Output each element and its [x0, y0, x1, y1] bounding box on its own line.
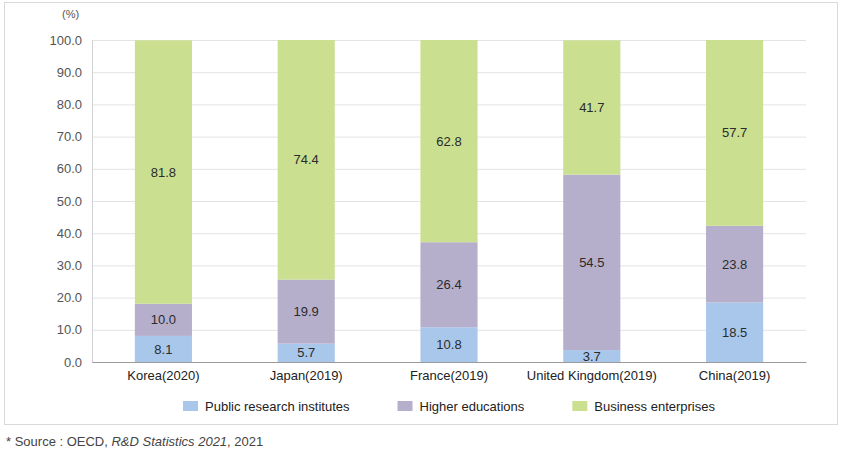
y-tick: 100.0: [49, 33, 92, 48]
data-label: 57.7: [722, 125, 747, 140]
y-tick-label: 10.0: [57, 322, 82, 337]
chart: 0.0 10.0 20.0 30.0 40.0 50.0 60.0 70.0 80.0 90.0 1…: [0, 0, 844, 463]
legend-swatch: [572, 401, 587, 411]
legend-label: Higher educations: [420, 399, 525, 414]
y-tick-label: 90.0: [57, 65, 82, 80]
data-label: 81.8: [151, 165, 176, 180]
bar-segment: [706, 226, 763, 303]
source-part: R&D Statistics 2021: [111, 434, 227, 449]
data-label: 62.8: [436, 134, 461, 149]
bar-segment: [563, 175, 620, 350]
bar-segment: [135, 336, 192, 362]
y-tick: 0.0: [64, 355, 92, 370]
y-tick: 40.0: [57, 226, 92, 241]
data-label: 10.0: [151, 312, 176, 327]
chart-frame: [5, 3, 838, 425]
x-tick-label: China(2019): [699, 368, 771, 383]
grid-line: [92, 362, 806, 363]
y-tick: 90.0: [57, 65, 92, 80]
legend-label: Public research institutes: [205, 399, 350, 414]
bar-segment: [706, 40, 763, 226]
bar-segment: [420, 40, 477, 242]
y-tick-label: 0.0: [64, 355, 82, 370]
y-tick-label: 20.0: [57, 290, 82, 305]
y-tick: 20.0: [57, 290, 92, 305]
legend-item: Business enterprises: [572, 399, 715, 414]
legend-swatch: [398, 401, 413, 411]
y-tick-label: 70.0: [57, 129, 82, 144]
bar-segment: [278, 40, 335, 280]
x-tick-label: Japan(2019): [270, 368, 343, 383]
y-tick-label: 80.0: [57, 97, 82, 112]
data-label: 41.7: [579, 100, 604, 115]
source-part: , 2021: [227, 434, 263, 449]
x-tick-label: Korea(2020): [127, 368, 199, 383]
data-label: 54.5: [579, 255, 604, 270]
data-label: 10.8: [436, 337, 461, 352]
x-axis-line: [93, 362, 807, 363]
series-bars: [135, 40, 763, 304]
x-tick-label: France(2019): [410, 368, 488, 383]
y-tick: 60.0: [57, 161, 92, 176]
y-tick: 70.0: [57, 129, 92, 144]
bar-segment: [278, 280, 335, 344]
data-label: 5.7: [297, 345, 315, 360]
bar-segment: [420, 327, 477, 362]
grid: [92, 41, 806, 363]
bar-segment: [563, 40, 620, 174]
data-label: 8.1: [154, 342, 172, 357]
y-tick-label: 40.0: [57, 226, 82, 241]
x-tick: Korea(2020): [127, 368, 199, 383]
y-tick-label: 50.0: [57, 194, 82, 209]
legend-label: Business enterprises: [594, 399, 715, 414]
data-label: 23.8: [722, 257, 747, 272]
legend: Public research institutes Higher educati…: [183, 399, 715, 414]
data-label: 26.4: [436, 277, 461, 292]
source-part: * Source : OECD,: [6, 434, 111, 449]
bar-segment: [420, 242, 477, 327]
bars: [135, 40, 763, 362]
data-label: 3.7: [583, 349, 601, 364]
bar-segment: [706, 302, 763, 362]
y-tick: 30.0: [57, 258, 92, 273]
y-tick-label: 100.0: [49, 33, 82, 48]
y-tick: 10.0: [57, 322, 92, 337]
legend-item: Higher educations: [398, 399, 525, 414]
y-axis-title: (%): [62, 8, 79, 20]
y-tick: 80.0: [57, 97, 92, 112]
y-axis-line: [92, 41, 93, 363]
source-note: * Source : OECD, R&D Statistics 2021, 20…: [6, 434, 263, 449]
data-labels: 8.1 5.7 10.8 3.7 18.5 10.0 19.9 26.4 54.5 23.8 81.…: [151, 100, 748, 364]
y-tick-label: 30.0: [57, 258, 82, 273]
y-axis: 0.0 10.0 20.0 30.0 40.0 50.0 60.0 70.0 80.0 90.0 1…: [49, 33, 92, 370]
bar-segment: [135, 304, 192, 336]
x-tick: United Kingdom(2019): [527, 368, 657, 383]
x-tick-label: United Kingdom(2019): [527, 368, 657, 383]
y-tick: 50.0: [57, 194, 92, 209]
bar-segment: [278, 344, 335, 362]
x-tick: Japan(2019): [270, 368, 343, 383]
x-tick: China(2019): [699, 368, 771, 383]
x-axis: Korea(2020) Japan(2019) France(2019) United…: [93, 363, 807, 384]
y-tick-label: 60.0: [57, 161, 82, 176]
bar-segment: [135, 40, 192, 303]
data-label: 74.4: [294, 152, 319, 167]
legend-item: Public research institutes: [183, 399, 350, 414]
data-label: 19.9: [294, 304, 319, 319]
legend-swatch: [183, 401, 198, 411]
data-label: 18.5: [722, 325, 747, 340]
x-tick: France(2019): [410, 368, 488, 383]
